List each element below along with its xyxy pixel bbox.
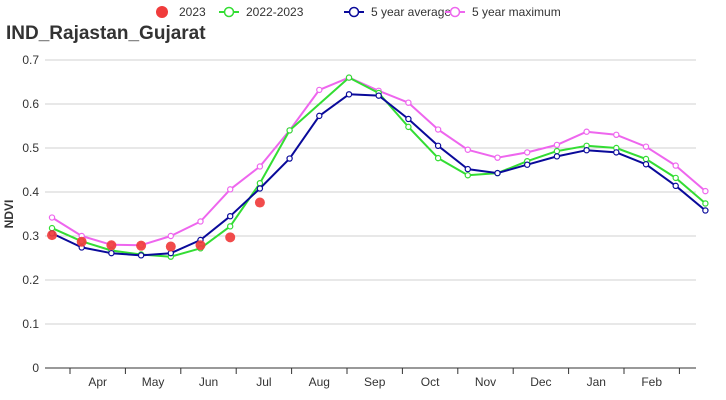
data-point-2023 (195, 240, 206, 251)
x-tick-label: Aug (309, 375, 330, 389)
legend-label: 2023 (179, 5, 206, 19)
y-tick-label: 0.7 (22, 53, 39, 67)
legend-item-2023[interactable]: 2023 (156, 5, 206, 19)
x-tick-label: Dec (530, 375, 551, 389)
data-point-5-year-maximum (494, 154, 501, 161)
x-tick-label: Sep (364, 375, 386, 389)
data-point-5-year-maximum (226, 186, 234, 193)
y-tick-label: 0 (32, 361, 39, 375)
x-tick-label: Jun (199, 375, 218, 389)
x-tick-label: Jan (587, 375, 606, 389)
data-point-2022-2023 (256, 179, 264, 187)
data-point-5-year-maximum (464, 146, 471, 153)
data-point-5-year-average (226, 212, 234, 220)
data-point-2023 (47, 230, 57, 241)
data-point-5-year-maximum (702, 187, 709, 195)
y-tick-label: 0.3 (22, 229, 39, 243)
data-point-5-year-average (464, 165, 471, 173)
data-point-5-year-maximum (434, 126, 442, 133)
y-axis-ticks: 0 0.1 0.2 0.3 0.4 0.5 0.6 0.7 (22, 53, 39, 375)
x-tick-label: May (142, 375, 165, 389)
legend-label: 5 year average (371, 5, 451, 19)
series-2023-dots (47, 197, 265, 252)
data-point-2022-2023 (345, 74, 353, 81)
data-point-5-year-average (642, 161, 650, 168)
data-point-5-year-maximum (256, 163, 264, 170)
data-point-2023 (76, 236, 87, 247)
data-point-5-year-maximum (642, 143, 650, 150)
data-point-5-year-average (316, 112, 323, 120)
x-tick-label: Apr (88, 375, 107, 389)
data-point-5-year-average (137, 252, 145, 259)
data-point-2023 (136, 240, 147, 251)
data-point-2023 (165, 241, 176, 252)
data-point-5-year-average (553, 153, 561, 160)
data-point-2022-2023 (434, 154, 442, 162)
data-point-5-year-average (702, 207, 709, 214)
data-point-5-year-average (405, 115, 412, 123)
y-tick-label: 0.6 (22, 97, 39, 111)
data-point-5-year-maximum (167, 232, 174, 240)
legend-marker (449, 6, 461, 18)
x-tick-label: Oct (421, 375, 440, 389)
x-axis: Apr May Jun Jul Aug Sep Oct Nov Dec Jan Feb (45, 367, 696, 389)
data-point-5-year-maximum (553, 141, 561, 149)
data-point-2023 (225, 232, 236, 243)
data-point-5-year-maximum (524, 149, 531, 156)
legend-marker (348, 6, 360, 18)
data-point-5-year-maximum (613, 131, 620, 138)
data-point-2022-2023 (464, 172, 471, 179)
data-point-2023 (254, 197, 265, 208)
data-point-5-year-maximum (583, 128, 590, 135)
y-tick-label: 0.4 (22, 185, 39, 199)
data-point-5-year-average (613, 149, 620, 156)
data-point-5-year-average (345, 91, 353, 98)
x-tick-label: Jul (256, 375, 271, 389)
legend: 2023 2022-2023 5 year average 5 year maximu… (156, 5, 561, 19)
data-point-5-year-average (583, 146, 590, 154)
y-tick-label: 0.1 (22, 317, 39, 331)
data-point-2022-2023 (405, 123, 412, 131)
series-line-5-year-average (51, 93, 707, 257)
x-tick-label: Nov (475, 375, 496, 389)
y-tick-label: 0.2 (22, 273, 39, 287)
legend-item-2022-2023[interactable]: 2022-2023 (219, 5, 304, 19)
data-point-5-year-maximum (197, 218, 204, 225)
data-point-2023 (106, 240, 117, 251)
legend-label: 2022-2023 (246, 5, 304, 19)
data-point-5-year-average (375, 92, 382, 99)
data-point-5-year-average (494, 169, 501, 177)
data-point-5-year-average (286, 155, 293, 162)
series-line-5-year-maximum (51, 76, 707, 247)
data-point-5-year-average (672, 182, 679, 190)
legend-item-5-year-average[interactable]: 5 year average (344, 5, 451, 19)
data-point-2022-2023 (672, 174, 679, 182)
data-point-2022-2023 (553, 147, 561, 155)
legend-item-5-year-maximum[interactable]: 5 year maximum (445, 5, 561, 19)
data-point-5-year-maximum (672, 162, 679, 169)
data-point-2022-2023 (642, 155, 650, 163)
gridlines (45, 59, 696, 325)
data-point-5-year-maximum (405, 99, 412, 106)
legend-marker (156, 6, 168, 18)
data-point-5-year-average (108, 249, 115, 257)
chart-title: IND_Rajastan_Gujarat (6, 23, 206, 44)
data-point-5-year-average (524, 161, 531, 168)
data-point-5-year-average (256, 185, 264, 192)
data-point-2022-2023 (226, 223, 234, 230)
y-tick-label: 0.5 (22, 141, 39, 155)
series-lines (48, 74, 709, 260)
y-axis-label: NDVI (2, 200, 16, 229)
legend-label: 5 year maximum (472, 5, 561, 19)
data-point-2022-2023 (286, 127, 293, 134)
data-point-5-year-average (434, 142, 442, 149)
data-point-2022-2023 (702, 200, 709, 207)
data-point-5-year-maximum (48, 214, 56, 221)
data-point-5-year-maximum (316, 86, 323, 94)
x-tick-label: Feb (641, 375, 662, 389)
legend-marker (223, 6, 235, 18)
data-point-2022-2023 (48, 224, 56, 232)
